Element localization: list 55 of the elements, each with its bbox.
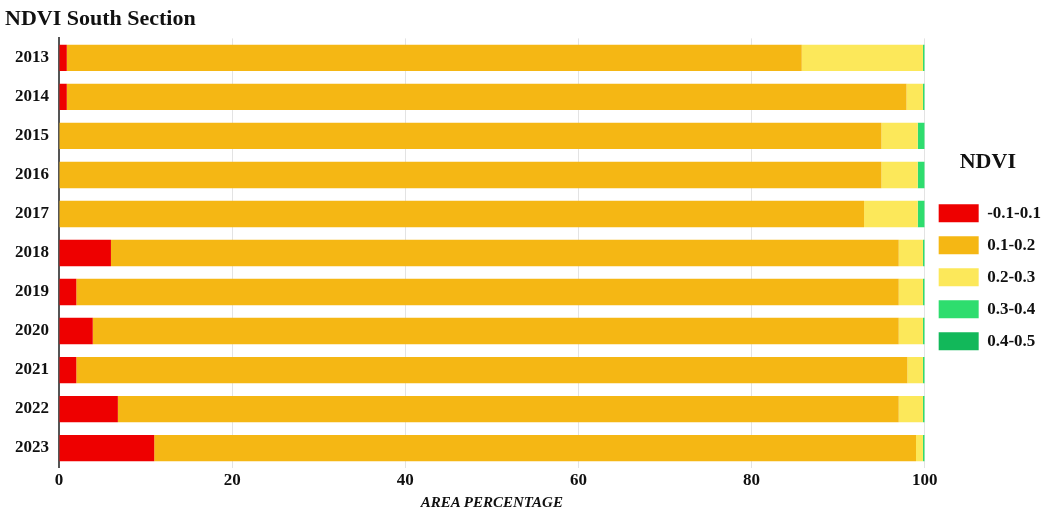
y-tick-label: 2015 (15, 125, 49, 145)
bar (59, 278, 77, 306)
legend-label: -0.1-0.1 (987, 202, 1042, 222)
legend-title: NDVI (959, 148, 1016, 174)
x-tick-label: 60 (569, 470, 587, 490)
bar (154, 434, 917, 462)
bar (59, 83, 67, 111)
x-tick-label: 100 (911, 470, 938, 490)
bar (59, 434, 155, 462)
chart-title: NDVI South Section (5, 4, 196, 30)
bar (76, 278, 899, 306)
bar (59, 317, 93, 345)
bar (864, 200, 918, 228)
bar (59, 200, 865, 228)
bar (117, 395, 899, 423)
x-tick-label: 40 (396, 470, 414, 490)
y-tick-label: 2017 (15, 203, 50, 223)
y-tick-label: 2014 (15, 86, 50, 106)
x-axis-title: AREA PERCENTAGE (419, 493, 563, 510)
legend-label: 0.2-0.3 (987, 266, 1036, 286)
bar (906, 83, 923, 111)
legend-label: 0.1-0.2 (987, 234, 1036, 254)
y-tick-label: 2018 (15, 242, 49, 262)
bar (66, 44, 802, 72)
x-tick-label: 0 (54, 470, 64, 490)
bar (59, 395, 118, 423)
y-tick-label: 2016 (15, 164, 49, 184)
bar (898, 395, 923, 423)
y-tick-label: 2020 (15, 320, 49, 340)
bar (92, 317, 899, 345)
bar (59, 356, 77, 384)
bar (66, 83, 907, 111)
y-tick-label: 2022 (15, 398, 49, 418)
bar (881, 122, 918, 150)
bar (898, 317, 923, 345)
x-tick-label: 80 (743, 470, 761, 490)
bar (898, 239, 923, 267)
bar (898, 278, 923, 306)
bar (59, 161, 882, 189)
bar (801, 44, 923, 72)
bar (76, 356, 908, 384)
bar (59, 239, 111, 267)
bar (907, 356, 923, 384)
y-tick-label: 2021 (15, 359, 49, 379)
bar (881, 161, 918, 189)
x-tick-label: 20 (223, 470, 241, 490)
legend-label: 0.4-0.5 (987, 330, 1036, 350)
y-tick-label: 2013 (15, 47, 49, 67)
bar (59, 44, 67, 72)
y-tick-label: 2019 (15, 281, 49, 301)
y-tick-label: 2023 (15, 437, 49, 457)
legend-label: 0.3-0.4 (987, 298, 1036, 318)
bar (916, 434, 923, 462)
bar (59, 122, 882, 150)
bar (110, 239, 899, 267)
